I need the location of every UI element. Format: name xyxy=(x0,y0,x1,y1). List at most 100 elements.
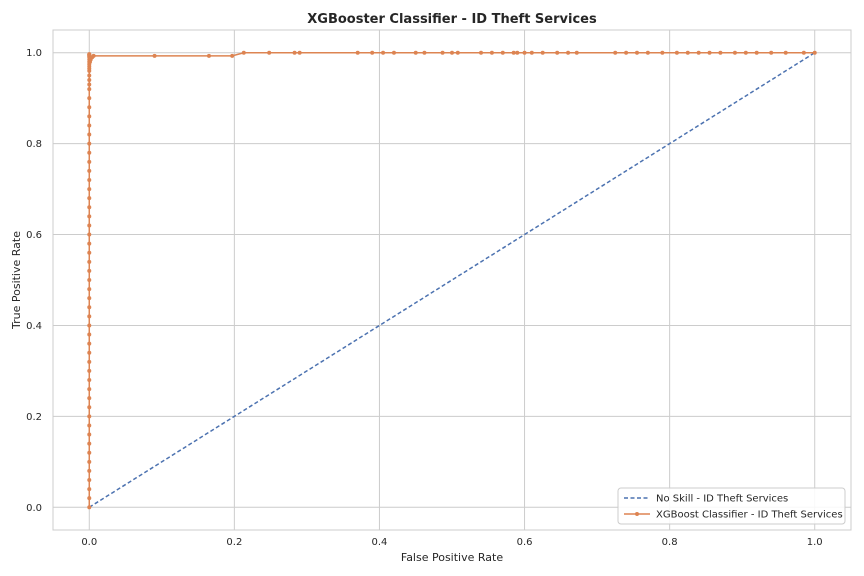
series-point xyxy=(292,50,297,55)
series-point xyxy=(685,50,690,55)
y-tick-label: 0.8 xyxy=(26,139,42,150)
series-point xyxy=(391,50,396,55)
y-tick-label: 0.4 xyxy=(26,321,42,332)
series-point xyxy=(489,50,494,55)
series-point xyxy=(422,50,427,55)
series-point xyxy=(230,53,235,58)
series-point xyxy=(355,50,360,55)
y-axis-label: True Positive Rate xyxy=(10,231,23,330)
series-point xyxy=(152,53,157,58)
series-point xyxy=(500,50,505,55)
series-point xyxy=(87,487,92,492)
series-point xyxy=(87,341,92,346)
series-layer xyxy=(87,50,817,510)
series-point xyxy=(522,50,527,55)
series-point xyxy=(87,278,92,282)
series-point xyxy=(87,168,92,173)
series-point xyxy=(87,82,92,87)
series-point xyxy=(87,223,92,228)
series-point xyxy=(732,50,737,55)
y-tick-label: 0.6 xyxy=(26,230,42,241)
series-point xyxy=(87,405,92,410)
series-point xyxy=(455,50,460,55)
series-point xyxy=(87,359,92,364)
series-point xyxy=(801,50,806,55)
series-point xyxy=(574,50,579,55)
series-point xyxy=(87,232,92,237)
series-point xyxy=(87,287,92,292)
y-tick-label: 0.0 xyxy=(26,503,42,514)
series-point xyxy=(87,350,92,355)
series-point xyxy=(87,478,92,482)
x-axis-label: False Positive Rate xyxy=(401,551,503,564)
series-point xyxy=(511,50,516,55)
x-tick-label: 0.0 xyxy=(81,537,97,548)
series-point xyxy=(87,132,92,137)
series-point xyxy=(754,50,759,55)
x-tick-label: 1.0 xyxy=(807,537,823,548)
series-point xyxy=(206,53,211,58)
series-point xyxy=(440,50,445,55)
series-point xyxy=(87,323,92,328)
series-point xyxy=(566,50,571,55)
series-point xyxy=(87,178,92,182)
series-point xyxy=(370,50,375,55)
chart-title: XGBooster Classifier - ID Theft Services xyxy=(307,12,597,27)
series-point xyxy=(87,141,92,146)
series-point xyxy=(87,332,92,337)
series-point xyxy=(674,50,679,55)
series-point xyxy=(707,50,712,55)
series-point xyxy=(87,414,92,419)
x-tick-label: 0.2 xyxy=(226,537,242,548)
series-point xyxy=(783,50,788,55)
series-point xyxy=(812,50,817,55)
series-point xyxy=(87,241,92,246)
series-point xyxy=(87,387,92,392)
series-point xyxy=(413,50,418,55)
legend-label-xgboost: XGBoost Classifier - ID Theft Services xyxy=(656,510,843,521)
series-point xyxy=(87,496,92,501)
series-point xyxy=(87,423,92,428)
series-point xyxy=(87,73,92,78)
series-point xyxy=(381,50,386,55)
series-point xyxy=(743,50,748,55)
series-point xyxy=(624,50,629,55)
series-point xyxy=(515,50,520,55)
series-point xyxy=(87,441,92,446)
series-point xyxy=(634,50,639,55)
series-point xyxy=(87,259,92,264)
series-point xyxy=(87,87,92,92)
series-point xyxy=(87,459,92,464)
series-point xyxy=(479,50,484,55)
legend: No Skill - ID Theft Services XGBoost Cla… xyxy=(617,487,846,525)
series-point xyxy=(87,105,92,110)
series-point xyxy=(540,50,545,55)
series-point xyxy=(87,468,92,473)
legend-box xyxy=(617,487,846,525)
series-point xyxy=(87,196,92,201)
series-point xyxy=(87,368,92,373)
series-point xyxy=(718,50,723,55)
series-point xyxy=(87,214,92,219)
ticks: 0.0 0.2 0.4 0.6 0.8 1.0 0.0 0.2 0.4 0.6 0.8 1.0 xyxy=(26,48,823,548)
series-point xyxy=(87,52,92,57)
series-point xyxy=(267,50,272,55)
series-point xyxy=(87,114,92,119)
series-point xyxy=(87,96,92,101)
x-tick-label: 0.8 xyxy=(662,537,678,548)
series-point xyxy=(87,314,92,319)
series-point xyxy=(87,505,92,510)
series-point xyxy=(241,50,246,55)
series-point xyxy=(87,123,92,128)
x-tick-label: 0.6 xyxy=(517,537,533,548)
series-point xyxy=(660,50,665,55)
series-point xyxy=(555,50,560,55)
series-point xyxy=(87,205,92,210)
series-point xyxy=(87,268,92,273)
plot-frame xyxy=(52,29,852,531)
legend-label-no-skill: No Skill - ID Theft Services xyxy=(656,494,788,505)
series-point xyxy=(87,250,92,255)
series-point xyxy=(696,50,701,55)
series-point xyxy=(529,50,534,55)
x-tick-label: 0.4 xyxy=(372,537,388,548)
